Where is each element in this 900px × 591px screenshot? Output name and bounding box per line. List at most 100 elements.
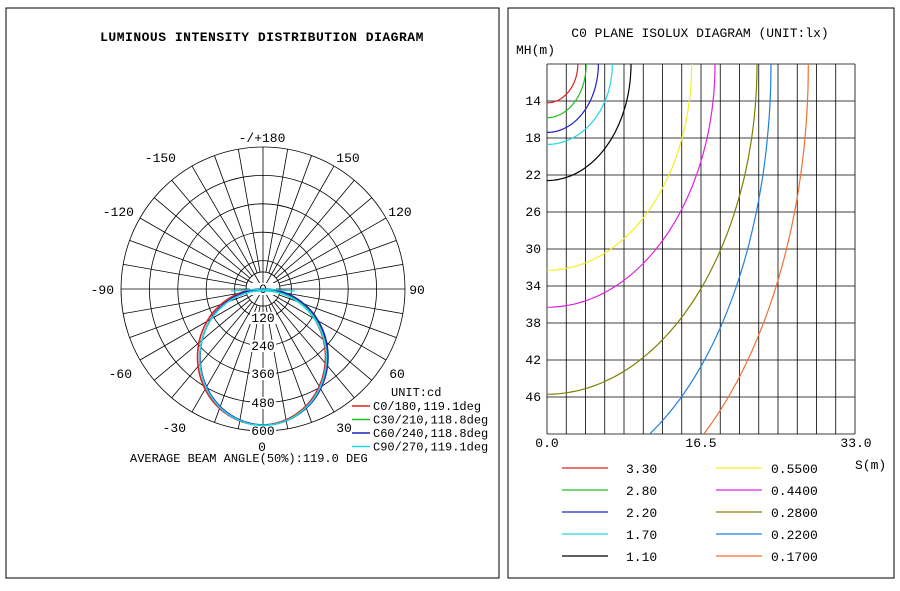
polar-radial-label: 360 [251,367,274,382]
polar-spoke [279,291,403,315]
polar-spoke [262,288,335,413]
isolux-legend-label: 0.1700 [771,550,818,565]
polar-spoke [214,304,258,423]
isolux-legend-label: 0.4400 [771,484,818,499]
isolux-y-tick-label: 18 [525,131,541,146]
isolux-x-tick-label: 33.0 [840,436,871,451]
polar-angle-label: 120 [388,205,411,220]
isolux-x-label: S(m) [855,458,886,473]
isolux-y-tick-label: 26 [525,205,541,220]
isolux-y-tick-label: 22 [525,168,541,183]
y-tick-bg [520,279,542,295]
polar-chart: -/+180-150 150-120 120-90 90-60 60-30 3000120… [91,131,425,455]
isolux-legend: 3.30 2.80 2.20 1.70 1.10 0.5500 0.4400 0.2800 0.… [562,462,818,565]
polar-series-C90-line [198,289,328,427]
polar-spoke [262,165,335,290]
polar-spoke [139,217,264,290]
polar-angle-label: -90 [91,283,114,298]
isolux-series-0.4400-line [547,64,716,308]
polar-legend-label-C30: C30/210,118.8deg [373,414,488,428]
polar-spoke [214,155,258,274]
polar-spoke [123,291,247,315]
y-tick-bg [520,205,542,221]
isolux-series-0.2200-line [648,64,772,434]
polar-angle-label: -30 [163,421,186,436]
polar-spoke [237,149,261,273]
polar-radial-label: 120 [251,311,274,326]
polar-angle-label: -60 [109,367,132,382]
isolux-legend-label: 0.2800 [771,506,818,521]
polar-spoke [171,179,253,277]
isolux-legend-label: 1.70 [626,528,657,543]
polar-angle-label: 90 [409,283,425,298]
polar-spoke [273,301,355,399]
polar-spoke [265,149,289,273]
polar-spoke [273,179,355,277]
polar-radial-label: 480 [251,396,274,411]
y-tick-bg [520,316,542,332]
isolux-series-0.2800-line [547,64,758,395]
polar-angle-label: -120 [103,205,134,220]
polar-spoke [268,155,312,274]
isolux-legend-label: 0.5500 [771,462,818,477]
isolux-series-2.20-line [547,64,599,133]
isolux-title: C0 PLANE ISOLUX DIAGRAM (UNIT:lx) [571,26,828,41]
y-tick-bg [520,168,542,184]
polar-spoke [262,217,387,290]
y-tick-bg [520,390,542,406]
polar-angle-label: -150 [145,151,176,166]
radial-label-bg [250,340,276,352]
isolux-x-tick-label: 16.5 [685,436,716,451]
polar-legend-label-C0: C0/180,119.1deg [373,400,481,414]
isolux-series-1.70-line [547,64,613,146]
isolux-legend-label: 3.30 [626,462,657,477]
isolux-legend-label: 1.10 [626,550,657,565]
isolux-y-tick-label: 30 [525,242,541,257]
polar-origin-line [230,288,264,292]
polar-legend-label-C60: C60/240,118.8deg [373,427,488,441]
polar-spoke [262,288,387,361]
polar-angle-label: 30 [336,421,352,436]
polar-angle-label: 0 [258,440,266,455]
polar-legend: C0/180,119.1degC30/210,118.8degC60/240,1… [352,400,488,455]
polar-spoke [123,263,247,287]
isolux-legend-label: 0.2200 [771,528,818,543]
polar-radial-label: 240 [251,339,274,354]
polar-unit-label: UNIT:cd [391,386,441,400]
polar-angle-label: -/+180 [239,131,286,146]
polar-angle-label: 60 [389,367,405,382]
polar-legend-label-C90: C90/270,119.1deg [373,441,488,455]
isolux-curves [547,64,809,434]
isolux-legend-label: 2.20 [626,506,657,521]
isolux-x-tick-label: 0.0 [535,436,558,451]
isolux-series-1.10-line [547,64,632,182]
isolux-y-tick-label: 14 [525,94,541,109]
polar-angle-label: 150 [336,151,359,166]
isolux-y-label: MH(m) [516,43,555,58]
isolux-series-0.1700-line [703,64,809,434]
isolux-series-3.30-line [547,64,579,104]
radial-label-bg [250,368,276,380]
polar-spoke [237,305,261,429]
polar-spoke [275,197,373,279]
radial-label-bg [250,397,276,409]
polar-spoke [278,240,397,284]
polar-radial-label: 600 [251,424,274,439]
isolux-series-0.5500-line [547,64,693,271]
polar-origin-line [262,288,296,292]
isolux-y-tick-label: 42 [525,353,541,368]
polar-spoke [279,263,403,287]
beam-angle-text: AVERAGE BEAM ANGLE(50%):119.0 DEG [130,452,368,466]
radial-label-bg [250,312,276,324]
isolux-chart: 14 18 22 26 30 34 38 42 46 0.0 16.5 33.0 [520,63,872,451]
polar-spoke [139,288,264,361]
radial-label-bg [250,425,276,437]
polar-spoke [265,305,289,429]
isolux-legend-label: 2.80 [626,484,657,499]
polar-spoke [129,240,248,284]
isolux-y-tick-label: 46 [525,390,541,405]
y-tick-bg [520,242,542,258]
y-tick-bg [520,94,542,110]
polar-spoke [171,301,253,399]
